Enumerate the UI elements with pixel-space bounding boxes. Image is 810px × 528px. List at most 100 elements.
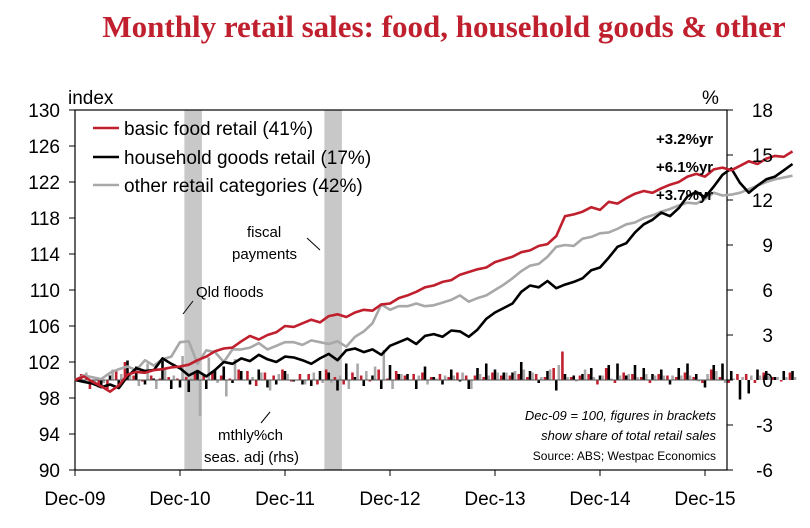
- bar-other-82: [793, 377, 797, 380]
- bar-other-31: [347, 380, 351, 389]
- bar-other-41: [435, 378, 438, 380]
- left-axis-label: index: [68, 88, 114, 109]
- bar-household-82: [791, 371, 794, 380]
- bar-other-63: [627, 374, 631, 380]
- bar-food-59: [587, 374, 590, 380]
- right-tick-label: 18: [752, 101, 773, 122]
- bar-other-49: [505, 372, 508, 380]
- bar-food-45: [464, 375, 468, 380]
- annotation-fiscal-line1: fiscal: [247, 224, 281, 241]
- bar-other-60: [601, 375, 604, 380]
- bar-other-51: [522, 369, 526, 380]
- bar-food-28: [316, 380, 319, 385]
- bar-food-23: [272, 375, 275, 380]
- bar-household-34: [371, 375, 374, 380]
- bar-household-13: [187, 380, 191, 392]
- bar-other-16: [216, 380, 219, 383]
- bar-food-6: [123, 362, 127, 380]
- bar-other-64: [636, 377, 639, 380]
- bar-food-70: [683, 372, 687, 380]
- bar-household-44: [458, 380, 462, 382]
- left-tick-label: 106: [28, 317, 60, 338]
- x-tick-label: Dec-13: [464, 489, 525, 510]
- bar-food-14: [193, 372, 197, 380]
- bar-food-44: [456, 372, 459, 380]
- bar-other-22: [268, 380, 272, 391]
- bar-other-81: [785, 377, 788, 380]
- bar-household-45: [467, 380, 471, 389]
- bar-other-62: [618, 375, 622, 380]
- bar-other-39: [417, 375, 421, 380]
- bar-household-61: [607, 365, 611, 380]
- bar-other-80: [776, 377, 779, 380]
- bar-food-68: [666, 375, 669, 380]
- bar-food-67: [657, 374, 660, 380]
- right-tick-label: 15: [752, 146, 773, 167]
- left-tick-label: 118: [30, 209, 60, 230]
- bar-household-74: [721, 363, 724, 380]
- right-axis-ticks: 18 15 12 9 6 3 0 -3 -6: [727, 101, 773, 482]
- bar-food-39: [412, 374, 415, 380]
- note-line2: show share of total retail sales: [541, 428, 716, 443]
- bar-other-74: [723, 380, 727, 383]
- right-tick-label: 3: [762, 326, 773, 347]
- bar-household-9: [152, 378, 156, 380]
- bar-other-43: [452, 375, 456, 380]
- bar-household-72: [703, 380, 707, 388]
- bar-other-54: [548, 369, 552, 380]
- bar-food-9: [149, 375, 153, 380]
- bar-other-53: [540, 377, 543, 380]
- bar-food-2: [88, 380, 92, 389]
- bar-other-10: [163, 369, 167, 380]
- right-tick-label: 6: [762, 281, 773, 302]
- bar-household-30: [336, 380, 339, 391]
- bar-other-56: [566, 377, 569, 380]
- bar-household-12: [178, 380, 182, 388]
- right-tick-label: -6: [756, 461, 773, 482]
- right-tick-label: -3: [756, 416, 773, 437]
- bar-food-79: [762, 372, 765, 380]
- left-tick-label: 90: [39, 461, 60, 482]
- bar-other-55: [557, 365, 561, 380]
- bar-food-54: [543, 377, 547, 380]
- bar-food-51: [517, 374, 520, 380]
- bar-household-40: [423, 366, 427, 380]
- bar-other-32: [356, 363, 359, 380]
- bar-household-29: [327, 372, 331, 380]
- x-tick-label: Dec-11: [255, 489, 315, 510]
- bar-household-36: [388, 365, 392, 380]
- bar-household-17: [222, 366, 226, 380]
- bar-other-33: [365, 371, 368, 380]
- line-household: [74, 162, 794, 390]
- bar-household-23: [274, 380, 278, 385]
- bar-other-44: [461, 372, 464, 380]
- bar-other-7: [137, 380, 141, 386]
- bar-household-16: [213, 369, 217, 380]
- bar-food-63: [622, 372, 625, 380]
- bar-food-11: [167, 377, 170, 380]
- bar-other-47: [487, 375, 491, 380]
- annotation-fiscal-pointer: [306, 237, 321, 251]
- x-tick-label: Dec-12: [359, 489, 420, 510]
- left-tick-label: 98: [39, 389, 60, 410]
- line-food: [74, 150, 794, 394]
- monthly-change-bars: [79, 350, 797, 416]
- bar-food-35: [377, 369, 380, 380]
- bar-other-79: [767, 375, 771, 380]
- left-tick-label: 110: [30, 281, 60, 302]
- bar-food-18: [228, 378, 232, 380]
- right-tick-label: 0: [762, 371, 773, 392]
- bar-other-57: [575, 380, 578, 382]
- bar-household-38: [406, 374, 409, 380]
- bar-other-77: [750, 375, 753, 380]
- bar-other-3: [102, 380, 106, 383]
- bar-household-31: [344, 363, 348, 380]
- bar-other-37: [400, 374, 403, 380]
- bar-household-59: [589, 368, 593, 380]
- bar-other-42: [443, 375, 447, 380]
- bar-other-24: [286, 374, 289, 380]
- bar-food-53: [534, 374, 538, 380]
- bar-household-33: [362, 380, 366, 386]
- x-tick-label: Dec-14: [569, 489, 631, 510]
- bar-household-4: [108, 375, 112, 380]
